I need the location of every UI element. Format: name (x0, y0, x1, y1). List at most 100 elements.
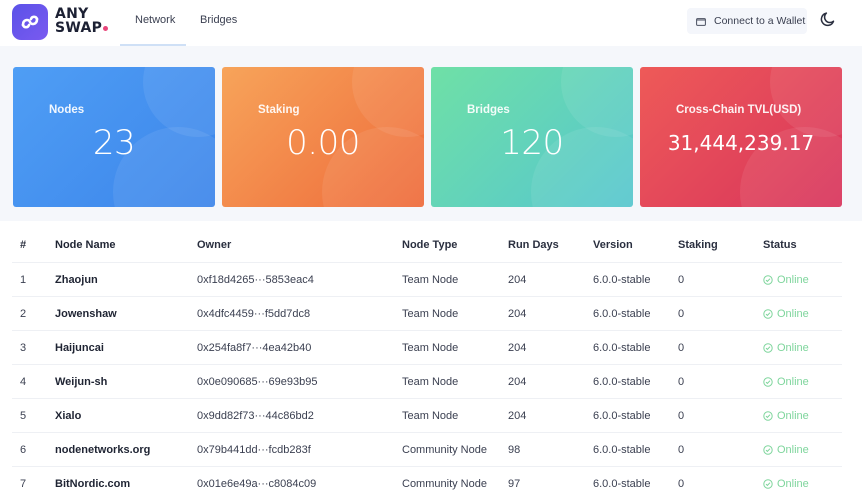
header-node-name: Node Name (55, 239, 116, 251)
run-days: 98 (508, 444, 521, 456)
node-name: Haijuncai (55, 342, 104, 354)
status-badge: Online (763, 297, 809, 331)
logo-wordmark[interactable]: ANY SWAP (55, 6, 109, 35)
owner-address: 0x4dfc4459···f5dd7dc8 (197, 308, 311, 320)
node-type: Team Node (402, 274, 459, 286)
version: 6.0.0-stable (593, 478, 651, 490)
table-row[interactable]: 5 Xialo 0x9dd82f73···44c86bd2 Team Node 204 6… (12, 398, 842, 432)
node-type: Team Node (402, 342, 459, 354)
card-decoration (770, 67, 842, 137)
node-name: Jowenshaw (55, 308, 117, 320)
stat-label: Bridges (467, 104, 510, 116)
staking-amount: 0 (678, 376, 685, 388)
stat-value: 0.00 (286, 123, 360, 163)
logo-dot (103, 26, 109, 31)
tab-bridges[interactable]: Bridges (200, 14, 238, 26)
stat-value: 23 (92, 123, 136, 163)
top-header: ANY SWAP Network Bridges Connect to a Wa… (0, 0, 862, 46)
status-badge: Online (763, 331, 809, 365)
check-circle-icon (763, 445, 773, 455)
status-text: Online (777, 444, 809, 456)
status-badge: Online (763, 433, 809, 467)
table-row[interactable]: 7 BitNordic.com 0x01e6e49a···c8084c09 Commu… (12, 466, 842, 500)
node-name: Xialo (55, 410, 82, 422)
row-number: 6 (20, 444, 27, 456)
node-name: Weijun-sh (55, 376, 108, 388)
run-days: 204 (508, 376, 527, 388)
staking-amount: 0 (678, 274, 685, 286)
stat-value: 31,444,239.17 (667, 131, 815, 155)
row-number: 1 (20, 274, 27, 286)
stat-card-tvl: Cross-Chain TVL(USD) 31,444,239.17 (640, 67, 842, 207)
table-header-row: # Node Name Owner Node Type Run Days Ver… (12, 228, 842, 262)
check-circle-icon (763, 377, 773, 387)
header-version: Version (593, 239, 633, 251)
run-days: 204 (508, 308, 527, 320)
owner-address: 0x79b441dd···fcdb283f (197, 444, 311, 456)
row-number: 3 (20, 342, 27, 354)
staking-amount: 0 (678, 444, 685, 456)
status-text: Online (777, 274, 809, 286)
version: 6.0.0-stable (593, 410, 651, 422)
stat-card-bridges: Bridges 120 (431, 67, 633, 207)
row-number: 4 (20, 376, 27, 388)
run-days: 204 (508, 274, 527, 286)
owner-address: 0x254fa8f7···4ea42b40 (197, 342, 312, 354)
anyswap-logo-icon[interactable] (12, 4, 48, 40)
status-badge: Online (763, 263, 809, 297)
moon-icon (819, 10, 837, 33)
theme-toggle-button[interactable] (818, 11, 838, 31)
header-status: Status (763, 239, 797, 251)
version: 6.0.0-stable (593, 274, 651, 286)
check-circle-icon (763, 411, 773, 421)
nodes-table: # Node Name Owner Node Type Run Days Ver… (12, 228, 842, 500)
table-row[interactable]: 3 Haijuncai 0x254fa8f7···4ea42b40 Team Node… (12, 330, 842, 364)
row-number: 7 (20, 478, 27, 490)
owner-address: 0x9dd82f73···44c86bd2 (197, 410, 314, 422)
node-type: Team Node (402, 308, 459, 320)
connect-wallet-button[interactable]: Connect to a Wallet (687, 8, 807, 34)
header-run-days: Run Days (508, 239, 559, 251)
header-owner: Owner (197, 239, 232, 251)
node-name: BitNordic.com (55, 478, 131, 490)
table-row[interactable]: 4 Weijun-sh 0x0e090685···69e93b95 Team Node… (12, 364, 842, 398)
status-text: Online (777, 342, 809, 354)
header-num: # (20, 239, 27, 251)
run-days: 204 (508, 342, 527, 354)
node-type: Community Node (402, 444, 487, 456)
status-text: Online (777, 308, 809, 320)
staking-amount: 0 (678, 478, 685, 490)
run-days: 204 (508, 410, 527, 422)
status-text: Online (777, 376, 809, 388)
status-badge: Online (763, 399, 809, 433)
table-row[interactable]: 1 Zhaojun 0xf18d4265···5853eac4 Team Node 20… (12, 262, 842, 296)
tab-network[interactable]: Network (135, 14, 176, 26)
node-type: Team Node (402, 410, 459, 422)
check-circle-icon (763, 479, 773, 489)
table-row[interactable]: 2 Jowenshaw 0x4dfc4459···f5dd7dc8 Team Node… (12, 296, 842, 330)
stat-value: 120 (500, 123, 564, 163)
staking-amount: 0 (678, 342, 685, 354)
version: 6.0.0-stable (593, 342, 651, 354)
stat-label: Nodes (49, 104, 85, 116)
table-body: 1 Zhaojun 0xf18d4265···5853eac4 Team Node 20… (12, 262, 842, 500)
staking-amount: 0 (678, 410, 685, 422)
version: 6.0.0-stable (593, 376, 651, 388)
status-text: Online (777, 478, 809, 490)
owner-address: 0xf18d4265···5853eac4 (197, 274, 314, 286)
node-type: Community Node (402, 478, 487, 490)
stat-label: Cross-Chain TVL(USD) (676, 104, 802, 116)
node-name: Zhaojun (55, 274, 98, 286)
stat-label: Staking (258, 104, 300, 116)
header-node-type: Node Type (402, 239, 458, 251)
check-circle-icon (763, 343, 773, 353)
run-days: 97 (508, 478, 521, 490)
active-tab-indicator (120, 44, 186, 46)
node-name: nodenetworks.org (55, 444, 151, 456)
check-circle-icon (763, 275, 773, 285)
version: 6.0.0-stable (593, 444, 651, 456)
wallet-icon (696, 17, 706, 26)
table-row[interactable]: 6 nodenetworks.org 0x79b441dd···fcdb283f Co… (12, 432, 842, 466)
version: 6.0.0-stable (593, 308, 651, 320)
logo-line-1: ANY (55, 6, 89, 22)
